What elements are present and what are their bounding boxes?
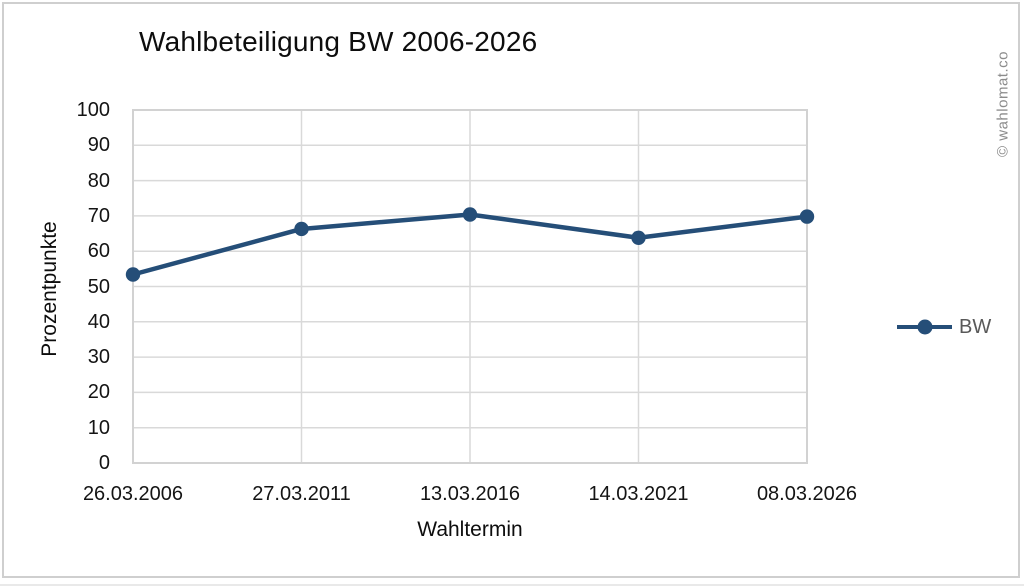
legend: BW	[897, 316, 991, 338]
data-point-marker	[294, 221, 309, 237]
y-tick-label: 20	[87, 381, 110, 404]
y-tick-label: 100	[76, 99, 110, 121]
y-tick-label: 10	[87, 416, 110, 439]
data-point-marker	[462, 207, 478, 222]
data-point-marker	[631, 230, 646, 245]
y-tick-label: 30	[87, 346, 110, 369]
watermark-text: © wahlomat.co	[994, 51, 1012, 157]
legend-series-label: BW	[959, 316, 992, 338]
y-tick-label: 60	[87, 240, 110, 263]
y-tick-label: 80	[87, 169, 110, 192]
legend-dot-icon	[917, 319, 932, 335]
x-tick-label: 14.03.2021	[588, 483, 689, 505]
x-axis-title: Wahltermin	[417, 518, 523, 541]
x-tick-label: 08.03.2026	[756, 483, 858, 505]
chart-title: Wahlbeteiligung BW 2006-2026	[139, 26, 538, 57]
x-tick-label: 27.03.2011	[252, 483, 351, 505]
legend-line-marker-icon	[897, 319, 952, 335]
y-tick-label: 40	[87, 310, 110, 333]
data-point-marker	[799, 209, 815, 224]
x-tick-label: 13.03.2016	[419, 483, 521, 505]
data-point-marker	[125, 267, 141, 282]
x-tick-label: 26.03.2006	[82, 483, 184, 505]
y-tick-label: 90	[87, 134, 110, 157]
y-tick-label: 50	[87, 275, 110, 298]
y-tick-label: 70	[87, 204, 110, 227]
y-tick-label: 0	[98, 452, 110, 474]
bottom-edge-line	[0, 584, 1024, 586]
